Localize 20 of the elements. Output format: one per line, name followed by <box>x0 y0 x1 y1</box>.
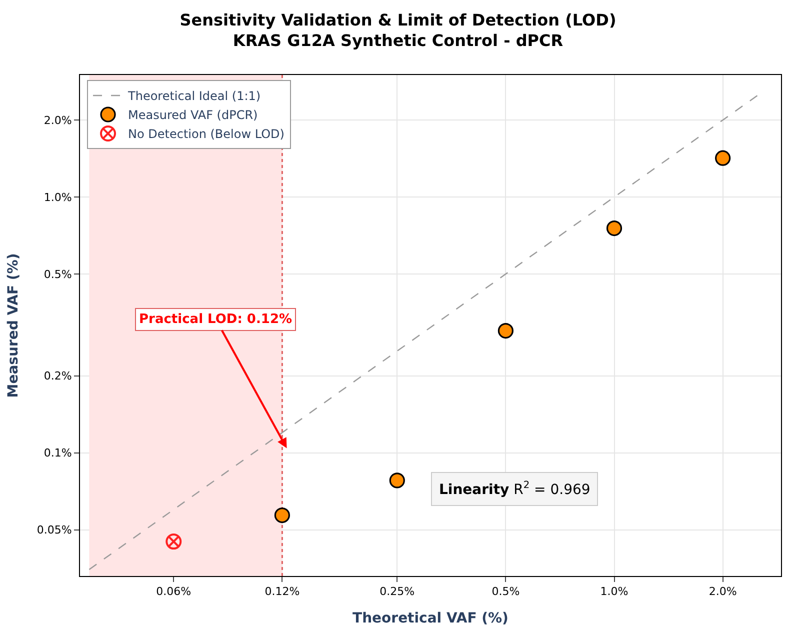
annotation: Practical LOD: 0.12% <box>139 312 292 327</box>
annotation: Linearity R$^{2}$ = 0.969 <box>439 480 590 498</box>
x-tick-label: 1.0% <box>600 585 628 598</box>
y-tick-label: 0.5% <box>44 268 72 281</box>
x-axis-title: Theoretical VAF (%) <box>352 610 508 626</box>
x-tick-label: 0.25% <box>380 585 415 598</box>
y-tick-label: 0.1% <box>44 446 72 460</box>
y-tick-label: 1.0% <box>44 190 72 204</box>
legend-label: Measured VAF (dPCR) <box>128 108 258 122</box>
x-tick-label: 0.12% <box>264 585 300 598</box>
y-tick-label: 0.05% <box>36 524 72 537</box>
chart-title: Sensitivity Validation & Limit of Detection (LOD) KRAS G12A Synthetic Control - dPCR <box>180 10 616 50</box>
y-tick-label: 2.0% <box>44 114 72 127</box>
legend-label: Theoretical Ideal (1:1) <box>127 89 261 104</box>
y-tick-label: 0.2% <box>44 370 72 383</box>
y-axis-title: Measured VAF (%) <box>5 253 22 398</box>
x-tick-label: 0.5% <box>492 585 520 598</box>
x-tick-label: 2.0% <box>708 585 737 598</box>
x-tick-label: 0.06% <box>156 585 192 598</box>
legend-label: No Detection (Below LOD) <box>128 127 284 142</box>
